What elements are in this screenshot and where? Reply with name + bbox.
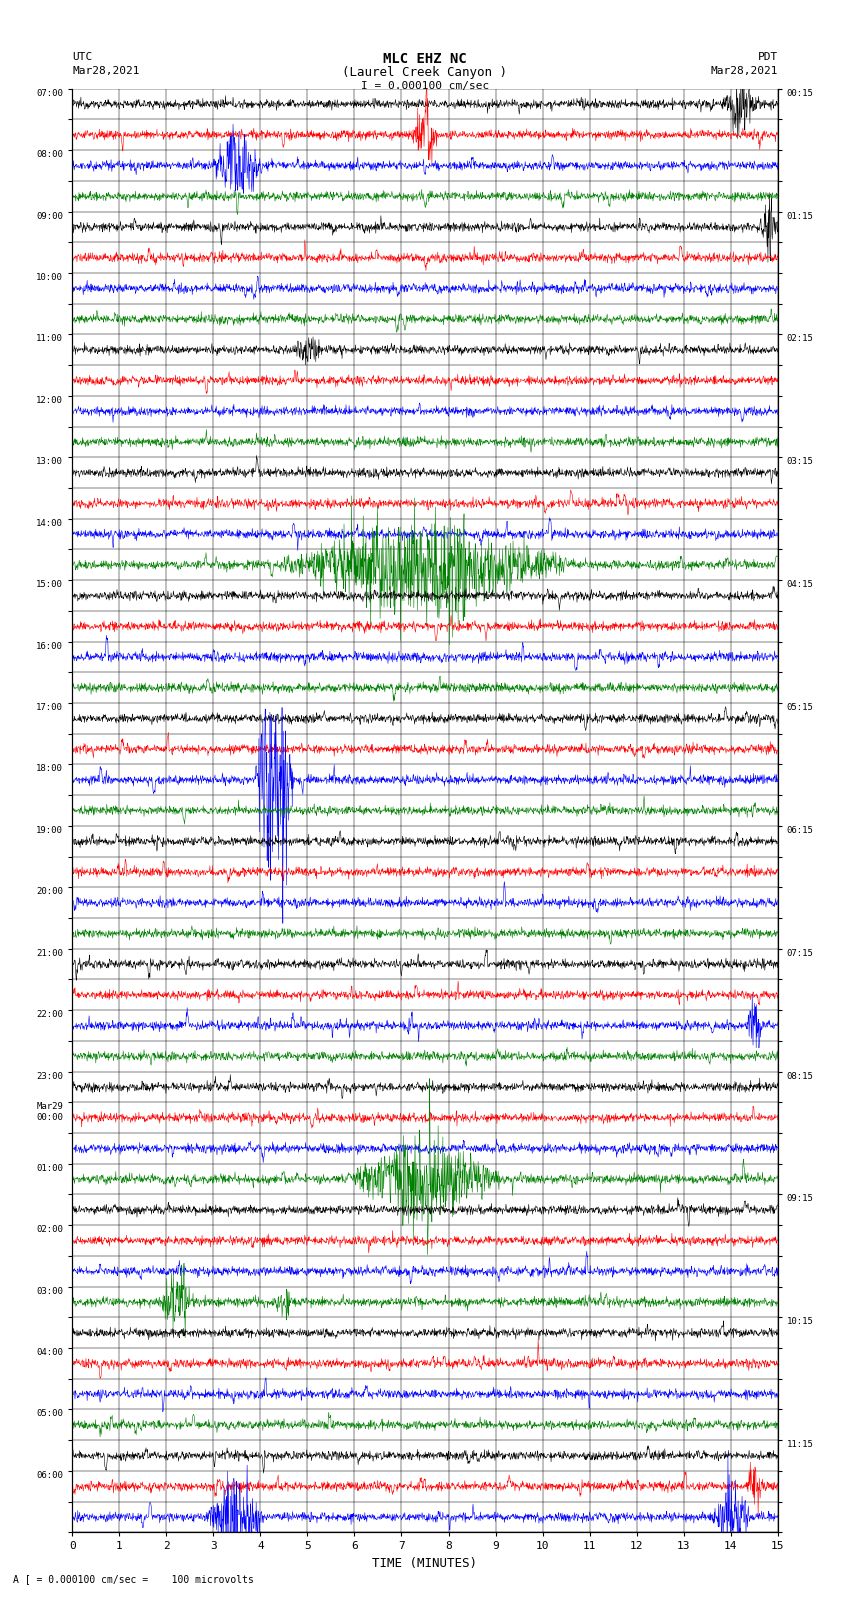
X-axis label: TIME (MINUTES): TIME (MINUTES) <box>372 1557 478 1569</box>
Text: A [ = 0.000100 cm/sec =    100 microvolts: A [ = 0.000100 cm/sec = 100 microvolts <box>13 1574 253 1584</box>
Text: UTC: UTC <box>72 52 93 61</box>
Text: MLC EHZ NC: MLC EHZ NC <box>383 52 467 66</box>
Text: Mar28,2021: Mar28,2021 <box>711 66 778 76</box>
Text: Mar28,2021: Mar28,2021 <box>72 66 139 76</box>
Text: PDT: PDT <box>757 52 778 61</box>
Text: I = 0.000100 cm/sec: I = 0.000100 cm/sec <box>361 81 489 90</box>
Text: (Laurel Creek Canyon ): (Laurel Creek Canyon ) <box>343 66 507 79</box>
